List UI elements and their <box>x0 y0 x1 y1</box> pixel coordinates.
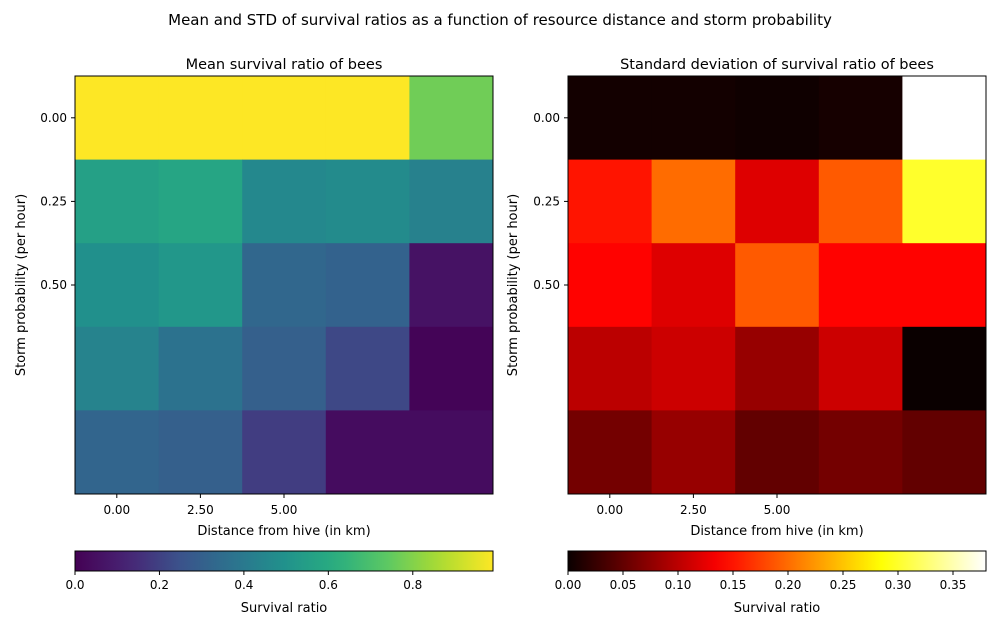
heatmap-cell <box>818 410 903 495</box>
heatmap-cell <box>242 76 327 161</box>
x-axis: 0.00 2.50 5.00 <box>596 494 790 517</box>
heatmap-cell <box>158 76 243 161</box>
figure-suptitle: Mean and STD of survival ratios as a fun… <box>168 11 832 29</box>
colorbar-tick-label: 0.20 <box>775 578 802 592</box>
x-tick-label: 5.00 <box>764 503 791 517</box>
colorbar-tick-label: 0.25 <box>830 578 857 592</box>
x-tick-label: 2.50 <box>187 503 214 517</box>
heatmap-cell <box>75 76 160 161</box>
y-axis: 0.00 0.25 0.50 <box>533 111 568 292</box>
heatmap-cell <box>651 410 736 495</box>
colorbar-gradient <box>567 550 987 572</box>
colorbar-tick-label: 0.8 <box>403 578 422 592</box>
heatmap-cell <box>242 159 327 244</box>
heatmap-cell <box>651 159 736 244</box>
heatmap-cell <box>568 243 653 328</box>
heatmap-cell <box>902 76 987 161</box>
heatmap-cell <box>158 410 243 495</box>
colorbar-tick-label: 0.2 <box>150 578 169 592</box>
heatmap-cell <box>409 159 494 244</box>
x-axis-label: Distance from hive (in km) <box>690 524 863 539</box>
heatmap-cell <box>325 243 410 328</box>
colorbar-tick-label: 0.35 <box>940 578 967 592</box>
colorbar-label: Survival ratio <box>734 601 821 616</box>
heatmap-cell <box>651 243 736 328</box>
colorbar-gradient <box>74 550 494 572</box>
panel-std: Standard deviation of survival ratio of … <box>506 57 987 616</box>
heatmap-cell <box>818 326 903 411</box>
y-axis: 0.00 0.25 0.50 <box>40 111 75 292</box>
heatmap-cell <box>325 326 410 411</box>
heatmap-cell <box>75 410 160 495</box>
heatmap-cell <box>818 76 903 161</box>
colorbar-tick-label: 0.30 <box>885 578 912 592</box>
colorbar-label: Survival ratio <box>241 601 328 616</box>
heatmap-cell <box>75 326 160 411</box>
panel-mean: Mean survival ratio of bees 0.00 2.50 5.00… <box>14 57 494 616</box>
heatmap-cell <box>568 326 653 411</box>
heatmap-cell <box>158 159 243 244</box>
heatmap-cell <box>735 326 820 411</box>
heatmap-cells <box>568 76 987 495</box>
heatmap-cell <box>409 76 494 161</box>
heatmap-cell <box>902 326 987 411</box>
x-axis: 0.00 2.50 5.00 <box>103 494 297 517</box>
heatmap-cell <box>75 159 160 244</box>
x-axis-label: Distance from hive (in km) <box>197 524 370 539</box>
y-tick-label: 0.50 <box>533 278 560 292</box>
y-tick-label: 0.25 <box>40 194 67 208</box>
heatmap-cell <box>409 243 494 328</box>
x-tick-label: 5.00 <box>271 503 298 517</box>
x-tick-label: 0.00 <box>596 503 623 517</box>
y-tick-label: 0.00 <box>533 111 560 125</box>
chart-title: Standard deviation of survival ratio of … <box>620 57 934 73</box>
chart-title: Mean survival ratio of bees <box>186 57 383 73</box>
heatmap-cell <box>242 243 327 328</box>
colorbar-tick-label: 0.05 <box>610 578 637 592</box>
y-tick-label: 0.00 <box>40 111 67 125</box>
heatmap-cell <box>818 159 903 244</box>
heatmap-cell <box>735 159 820 244</box>
heatmap-cell <box>242 326 327 411</box>
heatmap-cell <box>902 243 987 328</box>
x-tick-label: 2.50 <box>680 503 707 517</box>
heatmap-cell <box>409 410 494 495</box>
heatmap-cell <box>409 326 494 411</box>
heatmap-cell <box>818 243 903 328</box>
heatmap-cell <box>325 410 410 495</box>
heatmap-cell <box>325 159 410 244</box>
colorbar: 0.0 0.2 0.4 0.6 0.8 <box>65 550 494 592</box>
heatmap-cell <box>651 76 736 161</box>
colorbar-tick-label: 0.10 <box>665 578 692 592</box>
y-axis-label: Storm probability (per hour) <box>14 194 29 376</box>
y-axis-label: Storm probability (per hour) <box>506 194 521 376</box>
colorbar-tick-label: 0.0 <box>65 578 84 592</box>
y-tick-label: 0.50 <box>40 278 67 292</box>
heatmap-cells <box>75 76 494 495</box>
heatmap-cell <box>75 243 160 328</box>
heatmap-cell <box>158 243 243 328</box>
colorbar-tick-label: 0.15 <box>720 578 747 592</box>
heatmap-cell <box>902 410 987 495</box>
heatmap-cell <box>735 243 820 328</box>
heatmap-cell <box>568 410 653 495</box>
colorbar-tick-label: 0.00 <box>555 578 582 592</box>
heatmap-cell <box>568 76 653 161</box>
y-tick-label: 0.25 <box>533 194 560 208</box>
heatmap-cell <box>242 410 327 495</box>
heatmap-cell <box>735 410 820 495</box>
heatmap-cell <box>651 326 736 411</box>
heatmap-cell <box>902 159 987 244</box>
heatmap-cell <box>325 76 410 161</box>
heatmap-cell <box>568 159 653 244</box>
heatmap-cell <box>158 326 243 411</box>
colorbar: 0.00 0.05 0.10 0.15 0.20 0.25 0.30 0.35 <box>555 550 987 592</box>
heatmap-cell <box>735 76 820 161</box>
x-tick-label: 0.00 <box>103 503 130 517</box>
colorbar-tick-label: 0.4 <box>234 578 253 592</box>
colorbar-tick-label: 0.6 <box>319 578 338 592</box>
